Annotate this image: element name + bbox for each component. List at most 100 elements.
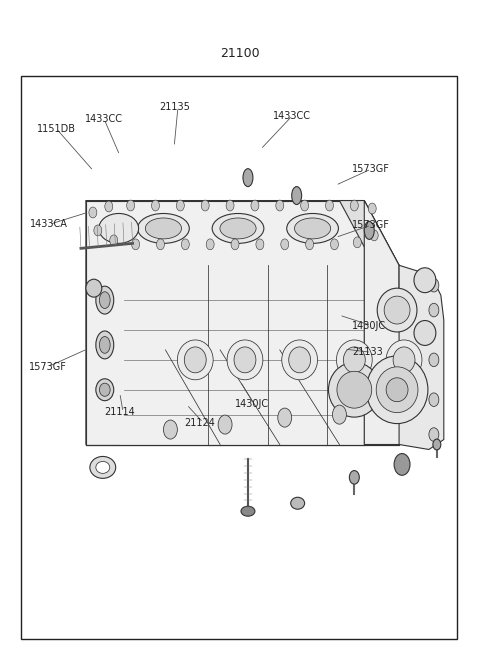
Circle shape (94, 225, 102, 236)
Ellipse shape (90, 457, 116, 478)
Circle shape (156, 239, 165, 250)
Circle shape (278, 408, 292, 427)
Circle shape (370, 230, 378, 241)
Circle shape (300, 200, 309, 211)
Circle shape (206, 239, 214, 250)
Ellipse shape (376, 367, 418, 413)
Polygon shape (339, 200, 399, 265)
Ellipse shape (234, 347, 256, 373)
Text: 21133: 21133 (352, 347, 383, 357)
Ellipse shape (337, 371, 372, 408)
Circle shape (164, 420, 178, 439)
Text: 1433CC: 1433CC (274, 111, 312, 121)
Ellipse shape (295, 218, 331, 239)
Ellipse shape (343, 347, 365, 373)
Text: 1573GF: 1573GF (29, 362, 67, 371)
Ellipse shape (364, 221, 374, 239)
Circle shape (429, 428, 439, 441)
Text: 21124: 21124 (184, 418, 215, 428)
Ellipse shape (291, 497, 305, 509)
Circle shape (218, 415, 232, 434)
Bar (21, 76, 457, 639)
Ellipse shape (384, 296, 410, 324)
Ellipse shape (336, 340, 372, 380)
Ellipse shape (96, 331, 114, 359)
Circle shape (132, 239, 140, 250)
Ellipse shape (145, 218, 181, 239)
Circle shape (333, 405, 347, 424)
Ellipse shape (366, 356, 428, 424)
Circle shape (226, 200, 234, 211)
Circle shape (394, 453, 410, 476)
Ellipse shape (96, 461, 110, 474)
Ellipse shape (99, 214, 139, 244)
Ellipse shape (288, 347, 311, 373)
Ellipse shape (220, 218, 256, 239)
Polygon shape (86, 200, 119, 445)
Circle shape (350, 200, 358, 211)
Text: 21114: 21114 (104, 407, 135, 417)
Circle shape (368, 203, 376, 214)
Polygon shape (86, 200, 364, 445)
Ellipse shape (138, 214, 189, 244)
Text: 1151DB: 1151DB (37, 124, 76, 134)
Circle shape (201, 200, 209, 211)
Circle shape (152, 200, 159, 211)
Polygon shape (86, 200, 399, 265)
Ellipse shape (184, 347, 206, 373)
Ellipse shape (243, 169, 253, 187)
Circle shape (176, 200, 184, 211)
Ellipse shape (414, 268, 436, 293)
Circle shape (110, 235, 118, 246)
Ellipse shape (99, 337, 110, 353)
Ellipse shape (328, 362, 380, 417)
Text: 1573GF: 1573GF (352, 220, 390, 230)
Ellipse shape (99, 383, 110, 396)
Polygon shape (399, 265, 444, 449)
Circle shape (256, 239, 264, 250)
Circle shape (433, 439, 441, 450)
Ellipse shape (178, 340, 213, 380)
Circle shape (325, 200, 334, 211)
Circle shape (353, 237, 361, 248)
Ellipse shape (414, 320, 436, 345)
Ellipse shape (386, 340, 422, 380)
Ellipse shape (96, 286, 114, 314)
Ellipse shape (212, 214, 264, 244)
Ellipse shape (386, 378, 408, 402)
Polygon shape (364, 200, 419, 445)
Text: 21135: 21135 (159, 102, 190, 112)
Ellipse shape (292, 187, 301, 204)
Ellipse shape (227, 340, 263, 380)
Text: 1430JC: 1430JC (235, 400, 269, 409)
Ellipse shape (96, 379, 114, 401)
Ellipse shape (241, 506, 255, 516)
Ellipse shape (393, 347, 415, 373)
Circle shape (231, 239, 239, 250)
Circle shape (349, 470, 360, 484)
Ellipse shape (99, 291, 110, 309)
Polygon shape (119, 265, 399, 445)
Circle shape (181, 239, 189, 250)
Circle shape (251, 200, 259, 211)
Ellipse shape (282, 340, 318, 380)
Ellipse shape (287, 214, 338, 244)
Circle shape (127, 200, 134, 211)
Circle shape (276, 200, 284, 211)
Text: 1433CC: 1433CC (85, 114, 123, 124)
Text: 21100: 21100 (220, 47, 260, 60)
Circle shape (89, 207, 97, 218)
Circle shape (429, 393, 439, 407)
Ellipse shape (377, 288, 417, 332)
Circle shape (105, 201, 113, 212)
Circle shape (429, 278, 439, 292)
Text: 1573GF: 1573GF (352, 164, 390, 174)
Circle shape (330, 239, 338, 250)
Circle shape (281, 239, 288, 250)
Text: 1430JC: 1430JC (352, 320, 386, 331)
Ellipse shape (86, 279, 102, 297)
Text: 1433CA: 1433CA (30, 219, 68, 229)
Circle shape (306, 239, 313, 250)
Circle shape (429, 303, 439, 317)
Circle shape (429, 353, 439, 367)
